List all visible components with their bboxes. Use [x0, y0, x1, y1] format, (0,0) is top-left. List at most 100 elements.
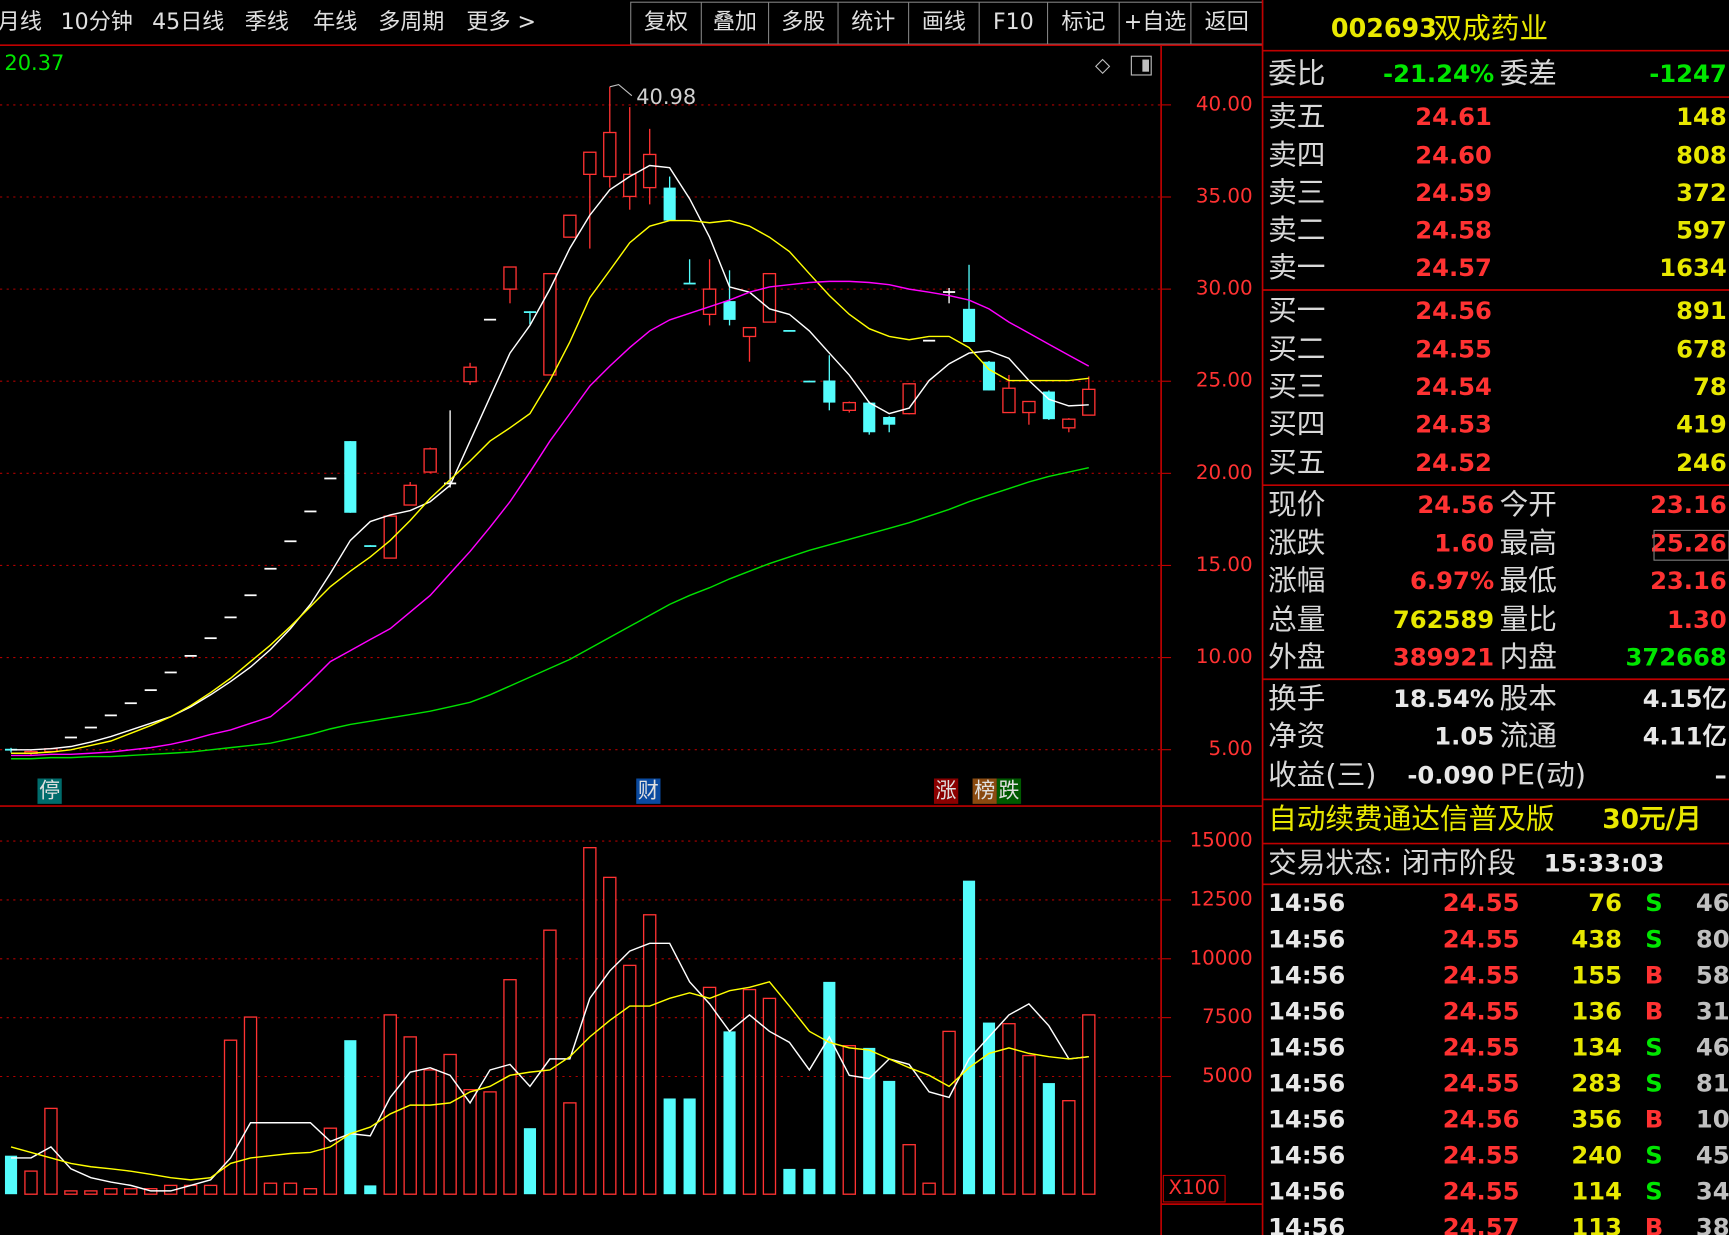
candle-body: [503, 266, 517, 290]
tick-volume: 114: [1571, 1177, 1622, 1206]
volume-bar: [583, 847, 597, 1195]
toolbar-button[interactable]: +自选: [1124, 10, 1187, 35]
order-label: 卖一: [1268, 250, 1325, 284]
field-value: 1.60: [1434, 529, 1494, 558]
volume-bar: [863, 1047, 876, 1195]
candle-body: [702, 288, 717, 316]
tick-volume: 136: [1571, 996, 1622, 1025]
toolbar-item[interactable]: 10分钟: [61, 10, 133, 35]
volume-bar: [303, 1188, 318, 1195]
toolbar-button[interactable]: 标记: [1061, 10, 1105, 35]
candle-body: [383, 515, 397, 559]
y-tick-label: 7500: [1202, 1005, 1252, 1028]
tick-time: 14:56: [1268, 1068, 1345, 1097]
order-label: 卖三: [1268, 175, 1325, 209]
order-price: 24.55: [1415, 335, 1492, 364]
field-value: 4.11亿: [1643, 722, 1727, 751]
field-label: 委差: [1500, 56, 1557, 90]
tick-count: 34: [1696, 1177, 1729, 1206]
order-volume: 246: [1676, 448, 1727, 477]
volume-bar: [483, 1091, 497, 1195]
event-marker[interactable]: 财: [638, 779, 659, 803]
toolbar-button[interactable]: 多股: [781, 10, 825, 35]
tick-volume: 155: [1571, 960, 1622, 989]
field-value: 4.15亿: [1643, 684, 1727, 713]
panel-icon[interactable]: [1130, 55, 1152, 76]
event-marker[interactable]: 跌: [998, 779, 1019, 803]
candle-body: [1082, 388, 1096, 416]
toolbar-button[interactable]: 统计: [851, 10, 895, 35]
tick-price: 24.55: [1443, 1032, 1520, 1061]
field-label: PE(动): [1500, 757, 1586, 791]
tick-side: S: [1645, 1141, 1662, 1170]
order-price: 24.52: [1415, 448, 1492, 477]
field-value: 24.56: [1417, 490, 1494, 519]
event-marker-box: [972, 778, 997, 804]
volume-bar: [962, 880, 976, 1195]
field-value: 6.97%: [1410, 566, 1494, 595]
order-label: 买一: [1268, 293, 1325, 327]
toolbar-button[interactable]: 画线: [922, 10, 966, 35]
candle-body: [364, 545, 377, 547]
tick-price: 24.55: [1443, 1068, 1520, 1097]
field-label: 外盘: [1268, 639, 1325, 673]
volume-bar: [64, 1190, 78, 1195]
tick-price: 24.56: [1443, 1105, 1520, 1134]
toolbar-item[interactable]: 季线: [245, 10, 289, 35]
diamond-icon[interactable]: ◇: [1095, 54, 1111, 77]
volume-bar: [523, 1128, 537, 1195]
y-tick-label: 40.00: [1196, 92, 1253, 115]
toolbar-button[interactable]: F10: [993, 10, 1034, 35]
volume-bar: [263, 1182, 278, 1195]
y-tick-label: 25.00: [1196, 369, 1253, 392]
toolbar-item[interactable]: 月线: [0, 10, 42, 35]
y-tick-label: 12500: [1190, 887, 1253, 910]
field-value: 25.26: [1650, 529, 1727, 558]
tick-side: S: [1645, 1068, 1662, 1097]
tick-time: 14:56: [1268, 1105, 1345, 1134]
candle-body: [64, 736, 77, 739]
candle-body: [104, 714, 117, 717]
volume-bar: [423, 1069, 437, 1195]
peak-label: 40.98: [636, 85, 696, 109]
event-marker[interactable]: 榜: [974, 779, 995, 803]
tick-time: 14:56: [1268, 1177, 1345, 1206]
stock-name: 双成药业: [1433, 11, 1548, 45]
toolbar-item[interactable]: 45日线: [152, 10, 224, 35]
promo-text[interactable]: 自动续费通达信普及版: [1268, 801, 1555, 835]
event-marker[interactable]: 涨: [936, 779, 957, 803]
candle-body: [463, 366, 477, 383]
order-volume: 597: [1676, 216, 1727, 245]
toolbar-item[interactable]: 年线: [313, 10, 357, 35]
tick-volume: 134: [1571, 1032, 1622, 1061]
field-label: 量比: [1500, 602, 1557, 636]
y-tick-label: 10.00: [1196, 645, 1253, 668]
event-marker-box: [996, 778, 1022, 804]
toolbar-item[interactable]: 多周期: [378, 10, 444, 35]
toolbar-button[interactable]: 叠加: [713, 10, 757, 35]
promo-price[interactable]: 30元/月: [1602, 804, 1701, 835]
order-label: 买二: [1268, 332, 1325, 366]
candle-body: [444, 482, 457, 485]
tick-side: S: [1645, 924, 1662, 953]
event-marker[interactable]: 停: [39, 779, 60, 803]
field-value: -0.090: [1407, 760, 1494, 789]
tick-time: 14:56: [1268, 960, 1345, 989]
tick-time: 14:56: [1268, 924, 1345, 953]
candle-body: [264, 567, 277, 570]
field-label: 涨幅: [1268, 563, 1325, 597]
highlight-box: [1653, 529, 1729, 561]
volume-bar: [84, 1190, 98, 1195]
candle-body: [244, 594, 257, 597]
field-value: 372668: [1626, 642, 1727, 671]
volume-bar: [4, 1155, 18, 1195]
tick-side: B: [1645, 960, 1663, 989]
toolbar-item[interactable]: 更多 >: [466, 10, 536, 35]
volume-bar: [124, 1188, 138, 1195]
candle-body: [823, 380, 836, 403]
toolbar-button[interactable]: 返回: [1205, 10, 1249, 35]
unit-box: [1162, 1174, 1226, 1203]
toolbar-button[interactable]: 复权: [644, 10, 688, 35]
field-value: –: [1715, 760, 1727, 789]
